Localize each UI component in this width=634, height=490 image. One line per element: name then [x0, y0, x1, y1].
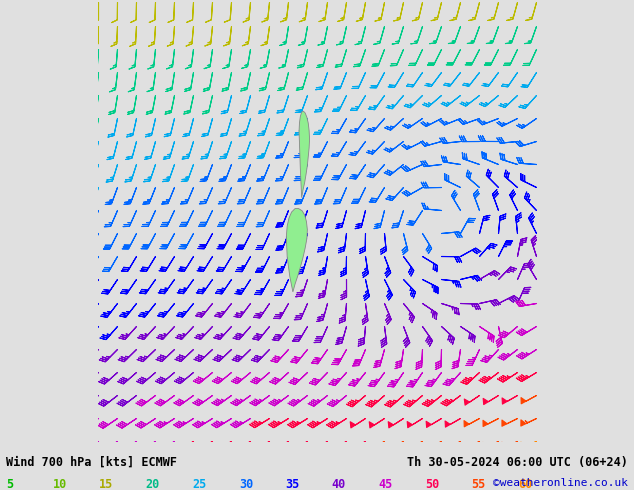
Text: ©weatheronline.co.uk: ©weatheronline.co.uk: [493, 478, 628, 488]
Polygon shape: [287, 209, 307, 292]
Text: 25: 25: [192, 478, 207, 490]
Text: 60: 60: [518, 478, 532, 490]
Text: 5: 5: [6, 478, 13, 490]
Text: 20: 20: [146, 478, 160, 490]
Text: 35: 35: [285, 478, 299, 490]
Text: Wind 700 hPa [kts] ECMWF: Wind 700 hPa [kts] ECMWF: [6, 456, 178, 469]
Text: Th 30-05-2024 06:00 UTC (06+24): Th 30-05-2024 06:00 UTC (06+24): [407, 456, 628, 469]
Polygon shape: [299, 111, 309, 197]
Text: 40: 40: [332, 478, 346, 490]
Text: 10: 10: [53, 478, 67, 490]
Text: 45: 45: [378, 478, 392, 490]
Text: 55: 55: [471, 478, 486, 490]
Text: 50: 50: [425, 478, 439, 490]
Text: 30: 30: [239, 478, 253, 490]
Text: 15: 15: [100, 478, 113, 490]
